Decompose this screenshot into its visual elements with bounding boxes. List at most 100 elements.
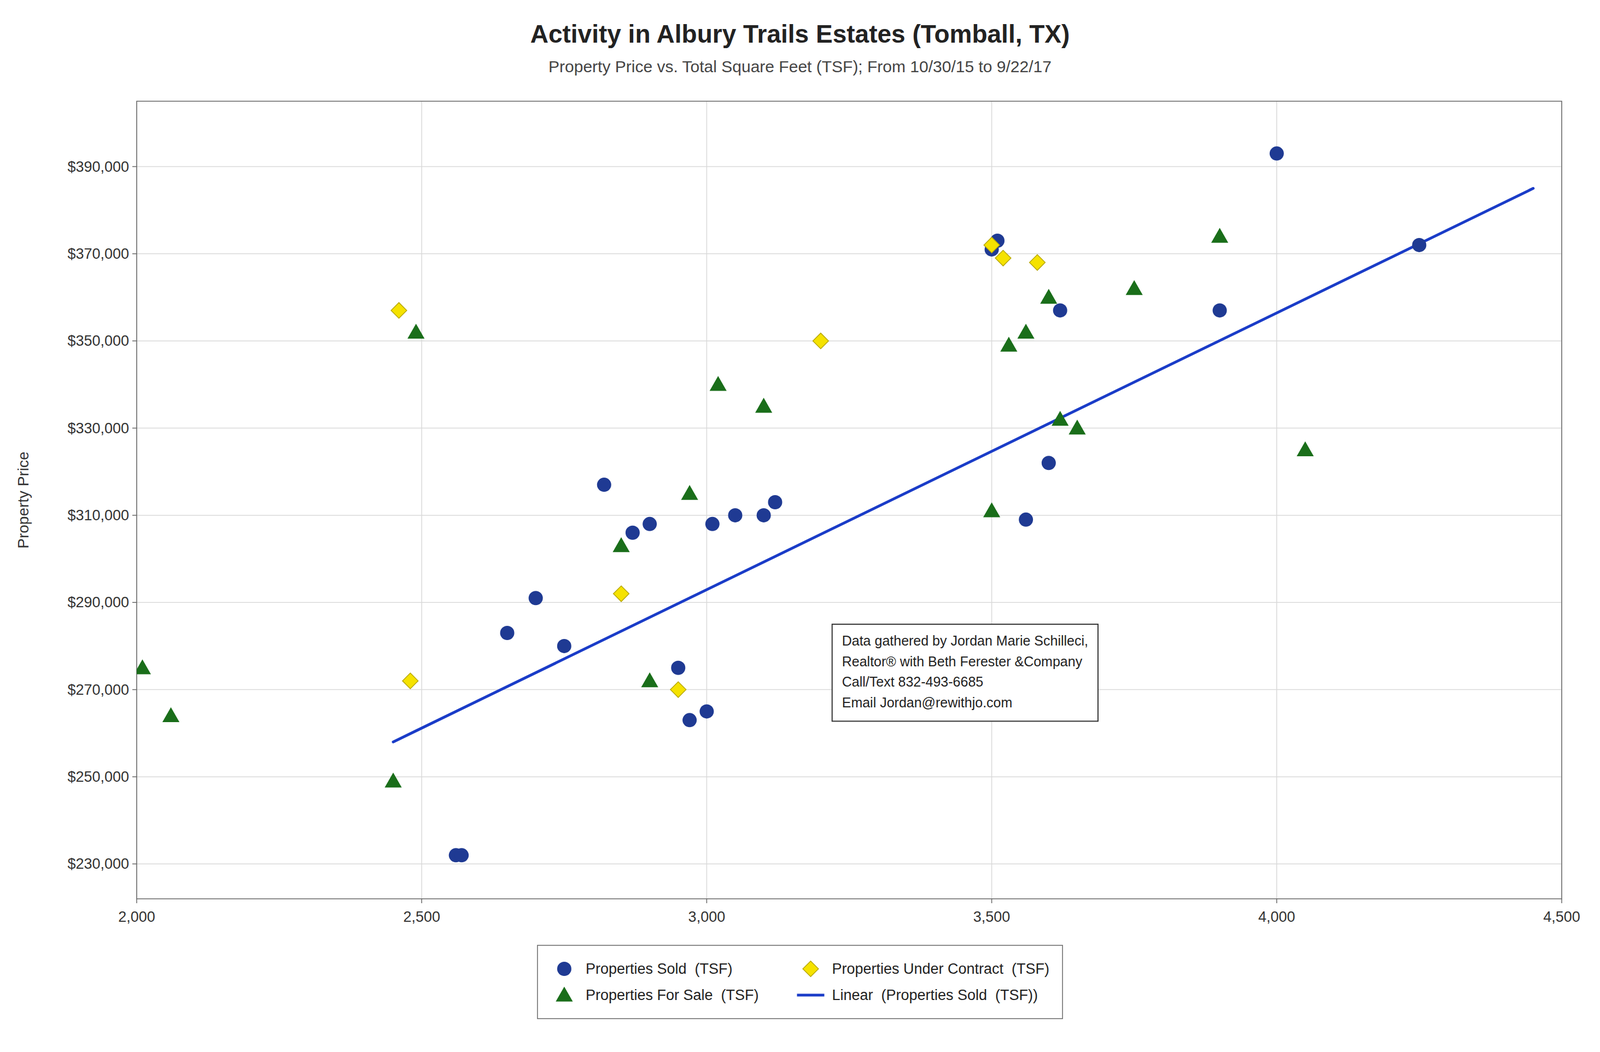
legend-label: Properties Under Contract (TSF) bbox=[831, 960, 1050, 977]
point bbox=[995, 250, 1012, 267]
grid-line-y bbox=[136, 775, 1562, 778]
tick-y bbox=[132, 340, 137, 342]
point bbox=[1018, 512, 1033, 527]
y-axis-label: Property Price bbox=[14, 451, 32, 548]
tick-x bbox=[706, 898, 708, 903]
point bbox=[1411, 237, 1427, 253]
grid-line-y bbox=[136, 253, 1562, 255]
point bbox=[1211, 227, 1229, 243]
tick-label-y: $290,000 bbox=[67, 593, 130, 611]
point bbox=[682, 712, 697, 727]
legend-item: Properties Sold (TSF) bbox=[557, 960, 733, 977]
legend-item: Linear (Properties Sold (TSF)) bbox=[796, 986, 1038, 1003]
legend-label: Linear (Properties Sold (TSF)) bbox=[831, 986, 1038, 1003]
grid-line-x bbox=[706, 101, 708, 899]
point bbox=[454, 847, 469, 862]
marks bbox=[136, 146, 1534, 863]
grid-line-y bbox=[136, 340, 1562, 342]
tick-label-y: $390,000 bbox=[67, 158, 130, 175]
grid-line-x bbox=[991, 101, 993, 899]
annotation-line: Email Jordan@rewithjo.com bbox=[842, 694, 1013, 710]
trend-line bbox=[393, 188, 1534, 742]
legend-label: Properties Sold (TSF) bbox=[585, 960, 733, 977]
legend-frame bbox=[537, 944, 1063, 1019]
tick-label-y: $350,000 bbox=[67, 332, 130, 349]
point bbox=[709, 375, 727, 391]
legend-swatch bbox=[802, 960, 819, 977]
point bbox=[390, 302, 407, 319]
point bbox=[1212, 302, 1228, 318]
title: Activity in Albury Trails Estates (Tomba… bbox=[530, 19, 1071, 49]
legend-swatch bbox=[796, 993, 825, 997]
point bbox=[699, 703, 714, 718]
tick-label-x: 2,000 bbox=[118, 908, 156, 925]
point bbox=[136, 658, 151, 674]
plot-frame bbox=[136, 101, 1562, 899]
tick-label-y: $270,000 bbox=[67, 681, 130, 698]
point bbox=[625, 525, 640, 540]
subtitle: Property Price vs. Total Square Feet (TS… bbox=[548, 57, 1052, 76]
point bbox=[1296, 441, 1314, 457]
grid-line-y bbox=[136, 427, 1562, 429]
tick-y bbox=[132, 166, 137, 168]
point bbox=[402, 672, 419, 689]
tick-x bbox=[136, 898, 138, 903]
annotation-line: Realtor® with Beth Ferester &Company bbox=[842, 653, 1083, 669]
tick-label-y: $310,000 bbox=[67, 506, 130, 524]
tick-label-y: $370,000 bbox=[67, 245, 130, 262]
point bbox=[642, 516, 657, 531]
tick-x bbox=[1561, 898, 1563, 903]
legend-item: Properties For Sale (TSF) bbox=[555, 985, 759, 1003]
tick-y bbox=[132, 688, 137, 691]
point bbox=[767, 494, 782, 510]
tick-y bbox=[132, 253, 137, 255]
tick-x bbox=[1276, 898, 1278, 903]
tick-y bbox=[132, 775, 137, 778]
background bbox=[0, 0, 1600, 1052]
point bbox=[983, 237, 1000, 254]
grid-line-y bbox=[136, 601, 1562, 603]
point bbox=[670, 660, 686, 675]
point bbox=[1051, 410, 1069, 426]
tick-y bbox=[132, 514, 137, 516]
legend-swatch bbox=[555, 985, 573, 1001]
point bbox=[728, 507, 743, 523]
point bbox=[756, 507, 772, 523]
grid bbox=[136, 101, 1562, 899]
legend: Properties Sold (TSF) Properties Under Co… bbox=[537, 944, 1063, 1019]
tick-label-x: 4,500 bbox=[1543, 908, 1581, 925]
point bbox=[670, 681, 687, 698]
point bbox=[597, 477, 612, 492]
point bbox=[528, 590, 543, 605]
legend-label: Properties For Sale (TSF) bbox=[585, 986, 759, 1003]
point bbox=[612, 536, 630, 552]
annotation-line: Call/Text 832-493-6685 bbox=[842, 673, 984, 689]
point bbox=[755, 397, 773, 413]
axes: 2,0002,5003,0003,5004,0004,500$230,000$2… bbox=[67, 101, 1580, 925]
tick-x bbox=[421, 898, 423, 903]
point bbox=[407, 323, 425, 339]
tick-label-y: $330,000 bbox=[67, 419, 130, 437]
grid-line-y bbox=[136, 166, 1562, 168]
annotation: Data gathered by Jordan Marie Schilleci,… bbox=[832, 623, 1099, 721]
point bbox=[1000, 336, 1018, 352]
grid-line-y bbox=[136, 514, 1562, 516]
chart: Activity in Albury Trails Estates (Tomba… bbox=[0, 0, 1600, 1052]
annotation-text: Data gathered by Jordan Marie Schilleci,… bbox=[842, 632, 1089, 710]
point bbox=[1029, 254, 1046, 271]
grid-line-x bbox=[421, 101, 423, 899]
point bbox=[1040, 288, 1058, 304]
point bbox=[813, 333, 829, 349]
point bbox=[641, 672, 659, 687]
point bbox=[500, 625, 515, 640]
point bbox=[1125, 279, 1143, 295]
legend-swatch bbox=[557, 961, 572, 976]
point bbox=[384, 772, 402, 787]
point bbox=[162, 707, 180, 722]
point bbox=[1068, 419, 1086, 435]
annotation-box bbox=[832, 623, 1099, 721]
tick-label-x: 4,000 bbox=[1258, 908, 1296, 925]
point bbox=[1017, 323, 1035, 339]
point bbox=[681, 484, 699, 500]
tick-y bbox=[132, 427, 137, 429]
